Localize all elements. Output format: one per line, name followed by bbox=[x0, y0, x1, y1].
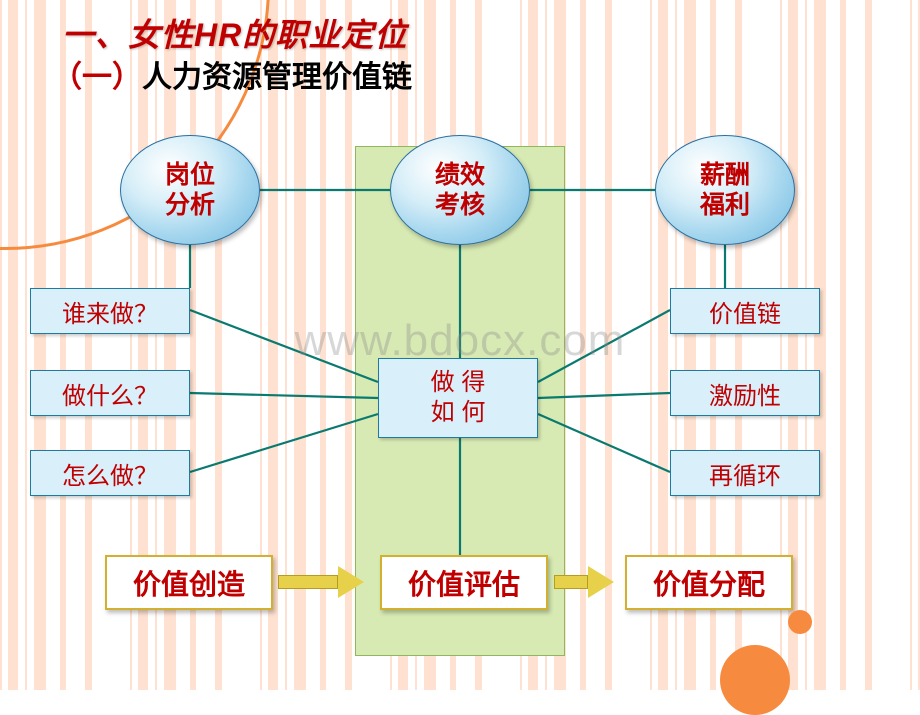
title-sub-text: 人力资源管理价值链 bbox=[142, 61, 412, 94]
slide-content: 一、女性HR的职业定位 （一）人力资源管理价值链 岗位分析 绩效考核 薪酬福利 … bbox=[0, 0, 920, 690]
rect-who: 谁来做？ bbox=[30, 288, 190, 334]
decor-dot-1 bbox=[720, 645, 790, 715]
oval-performance: 绩效考核 bbox=[390, 135, 530, 245]
title-sub-number: （一） bbox=[52, 61, 142, 94]
rect-value-distribute: 价值分配 bbox=[625, 555, 793, 610]
rect-recycle: 再循环 bbox=[670, 450, 820, 496]
rect-incentive: 激励性 bbox=[670, 370, 820, 416]
rect-value-chain: 价值链 bbox=[670, 288, 820, 334]
title-sub: （一）人力资源管理价值链 bbox=[52, 52, 412, 96]
rect-value-create: 价值创造 bbox=[105, 555, 273, 610]
decor-dot-2 bbox=[788, 610, 812, 634]
arrow-2 bbox=[554, 566, 614, 598]
title-main: 一、女性HR的职业定位 bbox=[62, 10, 407, 56]
oval-job-analysis: 岗位分析 bbox=[120, 135, 260, 245]
arrow-1 bbox=[278, 566, 364, 598]
rect-how-well: 做 得如 何 bbox=[378, 358, 538, 438]
rect-what: 做什么？ bbox=[30, 370, 190, 416]
rect-value-assess: 价值评估 bbox=[380, 555, 548, 610]
oval-compensation: 薪酬福利 bbox=[655, 135, 795, 245]
rect-how: 怎么做？ bbox=[30, 450, 190, 496]
